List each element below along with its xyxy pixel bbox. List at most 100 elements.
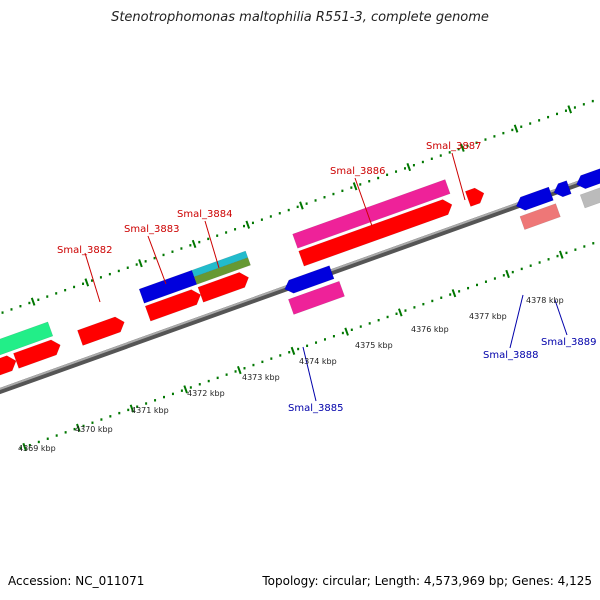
gene-arrow-red xyxy=(197,272,249,303)
bottom-tick-dot xyxy=(82,424,85,428)
bottom-tick-dot xyxy=(574,248,577,251)
bottom-major-tick xyxy=(451,289,457,298)
top-major-tick xyxy=(30,297,36,306)
top-major-tick xyxy=(138,259,143,268)
bottom-tick-dot xyxy=(315,341,318,344)
scale-label: 4370 kbp xyxy=(75,425,113,434)
top-tick-dot xyxy=(332,192,335,196)
top-tick-dot xyxy=(99,276,102,279)
bottom-tick-dot xyxy=(529,264,532,267)
gene-label-leader xyxy=(147,235,167,285)
bottom-tick-dot xyxy=(493,277,496,280)
bottom-major-tick xyxy=(76,423,81,432)
top-tick-dot xyxy=(135,263,138,266)
bottom-tick-dot xyxy=(55,434,58,437)
gene-arrow-red xyxy=(0,355,17,376)
bottom-tick-dot xyxy=(207,379,210,383)
top-tick-dot xyxy=(466,144,469,148)
bottom-tick-dot xyxy=(216,376,219,380)
top-tick-dot xyxy=(162,253,165,257)
gene-label-leader xyxy=(84,252,101,303)
bottom-tick-dot xyxy=(270,357,273,360)
bottom-tick-dot xyxy=(556,254,559,258)
top-tick-dot xyxy=(153,256,156,260)
gene-arrow-magenta xyxy=(292,179,451,249)
gene-label-leader xyxy=(354,177,373,227)
top-tick-dot xyxy=(573,106,576,109)
bottom-tick-dot xyxy=(171,392,174,396)
bottom-tick-dot xyxy=(91,421,94,424)
bottom-tick-dot xyxy=(332,335,335,338)
gene-label-smal-3888: Smal_3888 xyxy=(483,350,538,361)
bottom-tick-dot xyxy=(127,408,130,412)
gene-label-leader xyxy=(554,299,568,336)
top-tick-dot xyxy=(493,135,496,138)
bottom-major-tick xyxy=(505,269,510,279)
gene-arrow-blue xyxy=(553,180,572,198)
bottom-tick-dot xyxy=(180,389,183,392)
bottom-tick-dot xyxy=(136,405,139,408)
gene-arrow-gray xyxy=(579,187,600,209)
bottom-tick-dot xyxy=(297,347,300,351)
top-tick-dot xyxy=(251,221,254,225)
top-tick-dot xyxy=(243,224,246,228)
bottom-tick-dot xyxy=(225,373,228,376)
top-tick-dot xyxy=(395,170,398,173)
top-major-tick xyxy=(567,105,573,114)
top-major-tick xyxy=(84,278,90,287)
top-tick-dot xyxy=(171,250,174,253)
top-tick-dot xyxy=(484,138,487,141)
bottom-tick-dot xyxy=(368,322,371,325)
scale-label: 4376 kbp xyxy=(411,325,449,334)
gene-arrow-red xyxy=(13,339,61,369)
top-tick-dot xyxy=(582,103,585,106)
bottom-tick-dot xyxy=(163,395,166,399)
top-tick-dot xyxy=(430,157,433,160)
top-tick-dot xyxy=(475,141,478,144)
bottom-major-tick xyxy=(558,250,564,259)
top-tick-dot xyxy=(296,205,299,209)
bottom-tick-dot xyxy=(37,440,40,444)
bottom-tick-dot xyxy=(520,267,523,271)
top-tick-dot xyxy=(386,173,389,177)
scale-label: 4369 kbp xyxy=(18,444,56,453)
top-tick-dot xyxy=(591,99,594,103)
bottom-tick-dot xyxy=(118,411,121,415)
top-tick-dot xyxy=(278,212,281,215)
gene-arrow-red xyxy=(298,199,453,267)
bottom-tick-dot xyxy=(46,437,49,440)
bottom-major-tick xyxy=(183,385,188,394)
top-tick-dot xyxy=(502,131,505,135)
top-tick-dot xyxy=(564,109,567,112)
scale-label: 4372 kbp xyxy=(187,389,225,398)
top-tick-dot xyxy=(287,208,290,212)
bottom-major-tick xyxy=(344,327,349,336)
bottom-tick-dot xyxy=(440,296,443,299)
top-tick-dot xyxy=(421,160,424,164)
top-tick-dot xyxy=(1,311,4,314)
scale-label: 4378 kbp xyxy=(526,296,564,305)
bottom-tick-dot xyxy=(73,427,76,431)
bottom-tick-dot xyxy=(476,283,479,287)
bottom-tick-dot xyxy=(279,354,282,357)
top-tick-dot xyxy=(439,154,442,157)
top-tick-dot xyxy=(314,199,317,202)
top-tick-dot xyxy=(37,298,40,301)
top-major-tick xyxy=(299,201,304,210)
top-tick-dot xyxy=(19,304,22,308)
bottom-tick-dot xyxy=(511,270,514,274)
bottom-tick-dot xyxy=(341,331,344,335)
scale-label: 4377 kbp xyxy=(469,312,507,321)
bottom-tick-dot xyxy=(28,443,31,447)
top-tick-dot xyxy=(529,122,532,125)
bottom-major-tick xyxy=(398,308,403,317)
gene-arrow-blue xyxy=(576,168,600,189)
gene-arrow-red xyxy=(464,187,485,207)
bottom-tick-dot xyxy=(306,344,309,348)
bottom-tick-dot xyxy=(154,399,157,402)
bottom-tick-dot xyxy=(145,402,148,405)
top-tick-dot xyxy=(412,163,415,167)
gene-label-smal-3889: Smal_3889 xyxy=(541,337,596,348)
gene-arrow-green xyxy=(0,321,54,356)
